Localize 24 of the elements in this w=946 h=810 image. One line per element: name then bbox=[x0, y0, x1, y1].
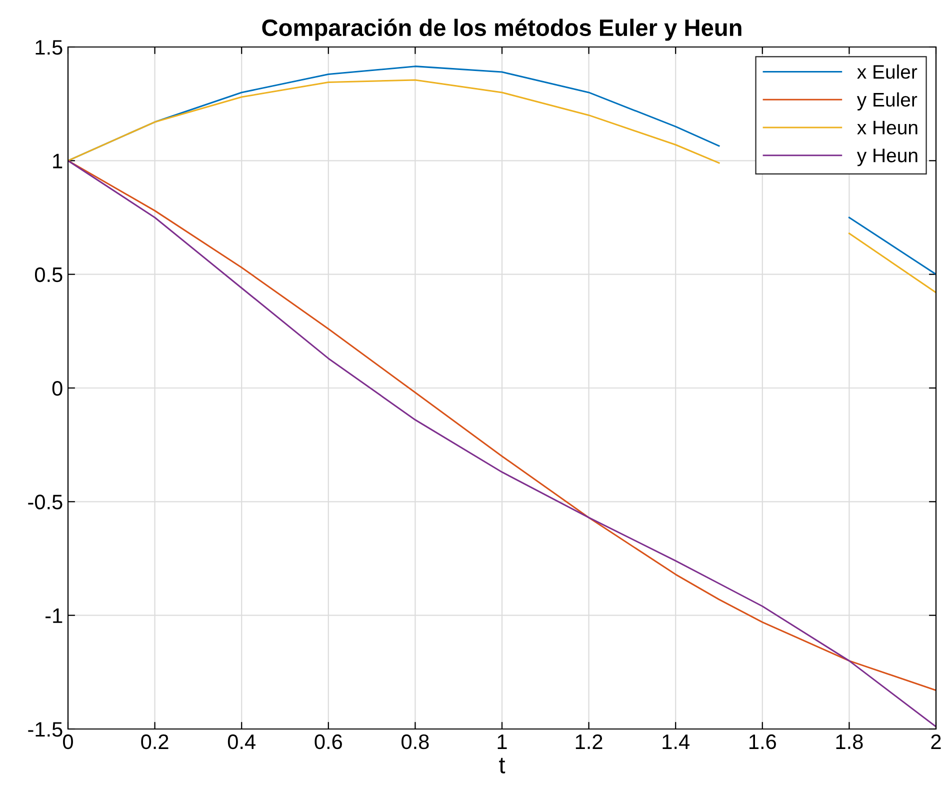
chart-title: Comparación de los métodos Euler y Heun bbox=[262, 18, 742, 41]
x-tick-label: 0.8 bbox=[402, 734, 429, 750]
x-tick-label: 0 bbox=[63, 734, 73, 750]
legend-label: x Heun bbox=[857, 120, 918, 134]
legend-label: x Euler bbox=[857, 64, 918, 79]
x-tick-label: 0.4 bbox=[228, 734, 256, 750]
x-tick-label: 0.2 bbox=[141, 734, 168, 750]
y-tick-label: 0.5 bbox=[34, 267, 62, 282]
y-tick-label: -0.5 bbox=[28, 494, 62, 510]
x-tick-label: 1.4 bbox=[662, 734, 690, 749]
y-tick-label: 1 bbox=[53, 154, 62, 168]
x-tick-label: 1.6 bbox=[750, 734, 776, 750]
y-tick-label: 1.5 bbox=[36, 40, 62, 55]
y-tick-label: -1 bbox=[46, 608, 62, 623]
x-tick-label: 2 bbox=[931, 734, 941, 749]
x-tick-label: 1.8 bbox=[836, 734, 863, 750]
legend-label: y Heun bbox=[856, 148, 918, 166]
y-tick-label: -1.5 bbox=[28, 722, 62, 737]
x-tick-label: 1.2 bbox=[576, 734, 602, 749]
x-axis-title: t bbox=[499, 758, 506, 774]
y-tick-label: 0 bbox=[52, 381, 62, 396]
x-tick-label: 0.6 bbox=[314, 734, 342, 750]
legend-label: y Euler bbox=[856, 92, 918, 110]
x-tick-label: 1 bbox=[498, 734, 507, 749]
